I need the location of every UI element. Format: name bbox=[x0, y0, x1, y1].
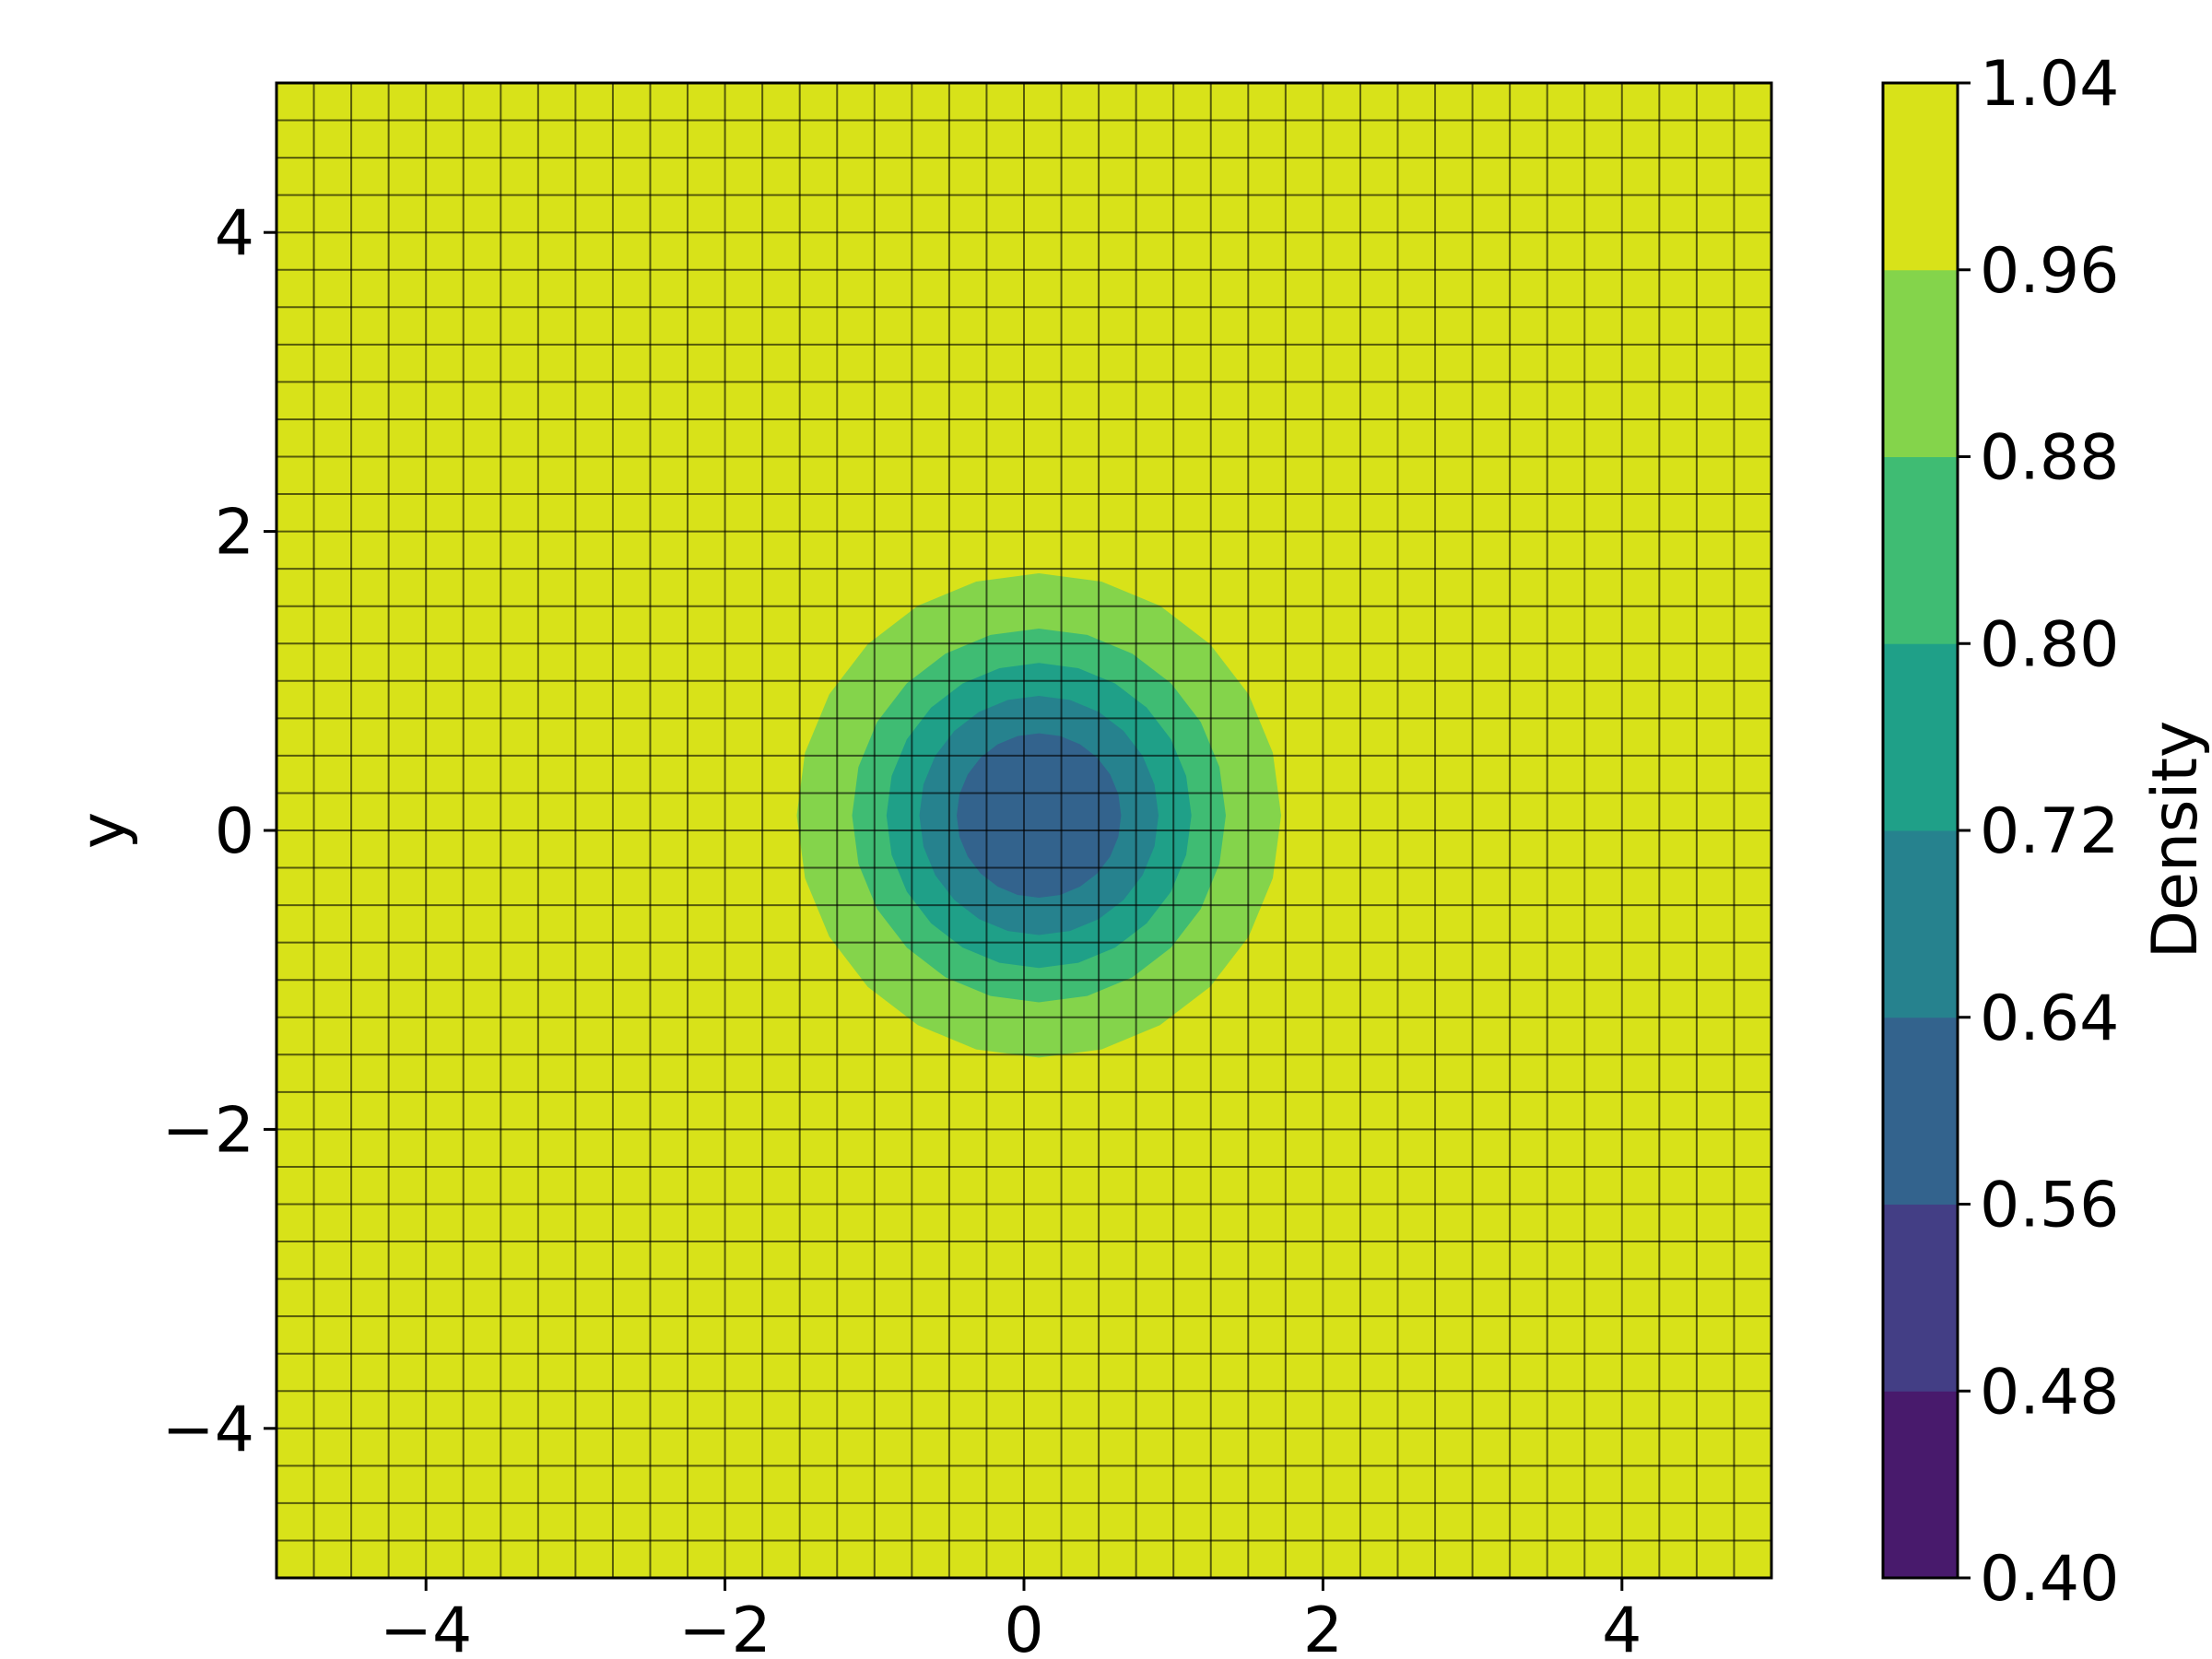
x-tick-label: 0 bbox=[1004, 1594, 1043, 1659]
colorbar-label: Density bbox=[2139, 721, 2212, 959]
colorbar-segment bbox=[1883, 83, 1958, 271]
colorbar-segment bbox=[1883, 1017, 1958, 1205]
x-axis: −4 −2 0 2 4 bbox=[380, 1578, 1641, 1659]
colorbar bbox=[1881, 81, 1959, 1580]
y-tick-label: 2 bbox=[215, 497, 254, 570]
colorbar-tick-label: 0.96 bbox=[1980, 235, 2119, 308]
colorbar-tick-label: 0.88 bbox=[1980, 422, 2119, 495]
y-tick-label: 4 bbox=[215, 197, 254, 270]
y-tick-label: −2 bbox=[162, 1094, 254, 1167]
colorbar-ticks: 0.40 0.48 0.56 0.64 0.72 0.80 0.88 0.96 1.04 bbox=[1958, 48, 2119, 1616]
colorbar-tick-label: 0.72 bbox=[1980, 795, 2119, 868]
colorbar-segment bbox=[1883, 830, 1958, 1018]
x-tick-label: 4 bbox=[1602, 1594, 1641, 1659]
x-tick-label: −2 bbox=[678, 1594, 771, 1659]
x-tick-label: −4 bbox=[380, 1594, 472, 1659]
y-axis-label: y bbox=[67, 812, 140, 849]
x-tick-label: 2 bbox=[1303, 1594, 1343, 1659]
colorbar-tick-label: 1.04 bbox=[1980, 48, 2119, 121]
plot-area bbox=[276, 83, 1771, 1578]
y-tick-label: −4 bbox=[162, 1394, 254, 1466]
colorbar-segment bbox=[1883, 456, 1958, 644]
colorbar-tick-label: 0.40 bbox=[1980, 1543, 2119, 1616]
y-tick-label: 0 bbox=[215, 795, 254, 868]
colorbar-tick-label: 0.56 bbox=[1980, 1170, 2119, 1242]
contour-band-0.56 bbox=[957, 733, 1122, 898]
colorbar-segment bbox=[1883, 643, 1958, 831]
colorbar-tick-label: 0.80 bbox=[1980, 608, 2119, 681]
colorbar-segment bbox=[1883, 269, 1958, 457]
mesh-grid bbox=[276, 83, 1771, 1578]
colorbar-tick-label: 0.64 bbox=[1980, 982, 2119, 1055]
y-axis: −4 −2 0 2 4 bbox=[162, 197, 276, 1466]
colorbar-tick-label: 0.48 bbox=[1980, 1356, 2119, 1429]
contour-fills bbox=[796, 573, 1281, 1058]
colorbar-segment bbox=[1883, 1204, 1958, 1392]
colorbar-segment bbox=[1883, 1391, 1958, 1579]
